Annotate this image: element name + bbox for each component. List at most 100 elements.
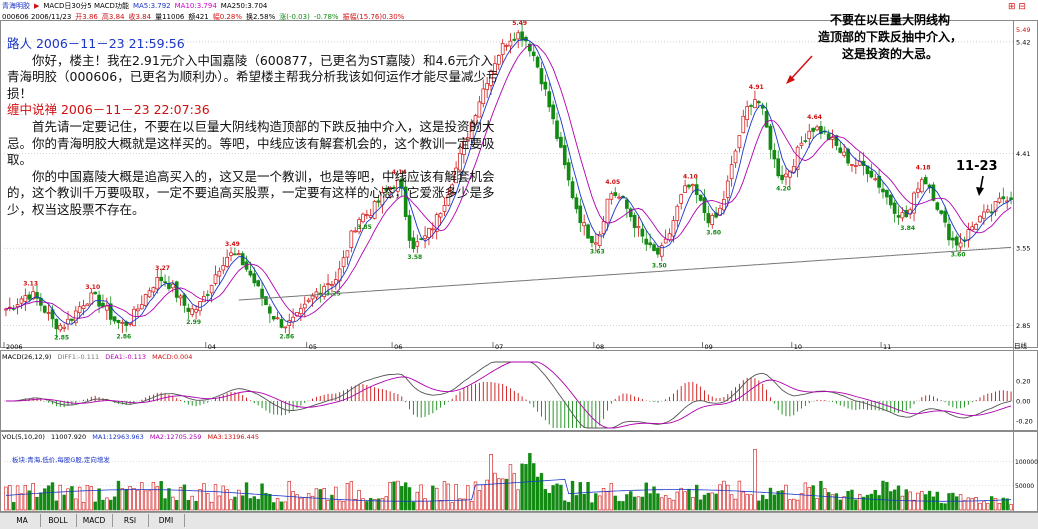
candle-body [310,295,315,300]
volume-bar [159,481,163,511]
volume-bar [171,496,175,511]
volume-bar [923,494,928,511]
price-tick-label: 4.41 [1016,150,1030,158]
candle-body [120,322,125,324]
date-label: 05 [309,343,317,351]
volume-bar [764,499,769,511]
price-point-label: 2.86 [279,333,294,340]
candle-body [919,179,924,193]
candle-body [446,194,451,206]
tab-macd[interactable]: MACD [76,514,113,527]
candle-body [496,55,501,65]
volume-bar [85,485,90,511]
volume-bar [442,481,447,511]
candle-body [454,167,458,184]
candle-body [989,211,994,214]
price-point-label: 3.84 [900,225,915,232]
volume-bar [706,492,711,511]
volume-bar [15,485,20,511]
tab-ma[interactable]: MA [4,514,41,527]
candle-body [756,101,761,104]
candle-body [958,242,963,248]
volume-bar [520,463,524,511]
volume-bar [993,498,998,511]
volume-bar [81,502,86,511]
question-text: 你好，楼主！我在2.91元介入中国嘉陵（600877，已更名为ST嘉陵）和4.6… [7,52,499,101]
candle-body [834,135,839,146]
volume-bar [516,489,520,511]
candle-body [19,298,24,304]
candle-body [365,214,369,217]
candle-body [764,111,769,128]
tab-boll[interactable]: BOLL [40,514,77,527]
candle-body [116,319,121,324]
volume-bar [679,487,683,511]
candle-body [81,305,86,309]
candle-body [512,38,517,41]
volume-bar [691,497,695,511]
volume-bar [931,496,936,511]
candle-body [302,303,307,309]
candle-body [427,227,431,238]
tab-rsi[interactable]: RSI [112,514,149,527]
candle-body [590,235,594,244]
price-point-label: 3.63 [590,248,605,255]
candle-body [392,186,396,189]
candle-body [306,299,311,302]
candle-body [710,215,715,225]
candle-body [252,273,257,284]
volume-bar [435,487,439,511]
volume-bar [656,493,660,511]
volume-bar [105,497,109,511]
candle-body [788,170,792,178]
candle-body [493,63,497,74]
volume-bar [31,483,35,511]
tab-dmi[interactable]: DMI [148,514,185,527]
volume-bar [403,482,408,511]
candle-body [275,317,280,320]
volume-bar [458,498,462,511]
candle-body [807,130,812,139]
price-point-label: 3.49 [225,241,240,248]
candle-body [947,223,951,241]
volume-bar [202,483,206,511]
candle-body [811,127,815,132]
candle-body [586,224,590,239]
volume-bar [753,448,757,511]
volume-bar [109,499,113,511]
candle-body [854,165,858,167]
volume-bar [792,498,796,511]
volume-bar [143,490,148,511]
price-point-label: 2.86 [116,333,131,340]
volume-bar [900,495,905,511]
header-line2-field-10: 振幅(15.76)0.30% [342,13,405,21]
volume-bar [710,492,714,511]
vol-ma2: MA2:12705.259 [149,433,202,441]
price-point-label: 4.14 [392,169,407,176]
ma10-line [5,44,1012,319]
candle-body [970,226,975,231]
candle-body [652,244,656,251]
date-label: 07 [495,343,503,351]
volume-bar [834,493,839,511]
volume-bar [384,496,388,511]
volume-bar [163,498,167,511]
quote-header-line1: 青海明胶 ▶ MACD日30分5 MACD功能 MA5:3.792 MA10:3.794… [2,1,271,11]
macd-dea: DEA1:-0.113 [105,353,147,361]
window-control-icons[interactable]: ⊞ ⊟ [1008,2,1026,12]
macd-tick-label: 0.00 [1016,398,1030,406]
ma5-line [5,38,1012,325]
volume-bar [582,494,586,511]
candle-body [396,179,400,192]
macd-legend: MACD(26,12,9) DIFF1:-0.111 DEA1:-0.113 M… [2,353,196,361]
candle-body [795,146,800,170]
volume-bar [372,499,377,511]
candle-body [714,212,718,218]
vol-label: VOL(5,10,20) [2,433,45,441]
candle-body [656,247,660,255]
candle-body [256,280,261,287]
volume-bar [621,501,625,511]
candle-body [741,115,746,134]
